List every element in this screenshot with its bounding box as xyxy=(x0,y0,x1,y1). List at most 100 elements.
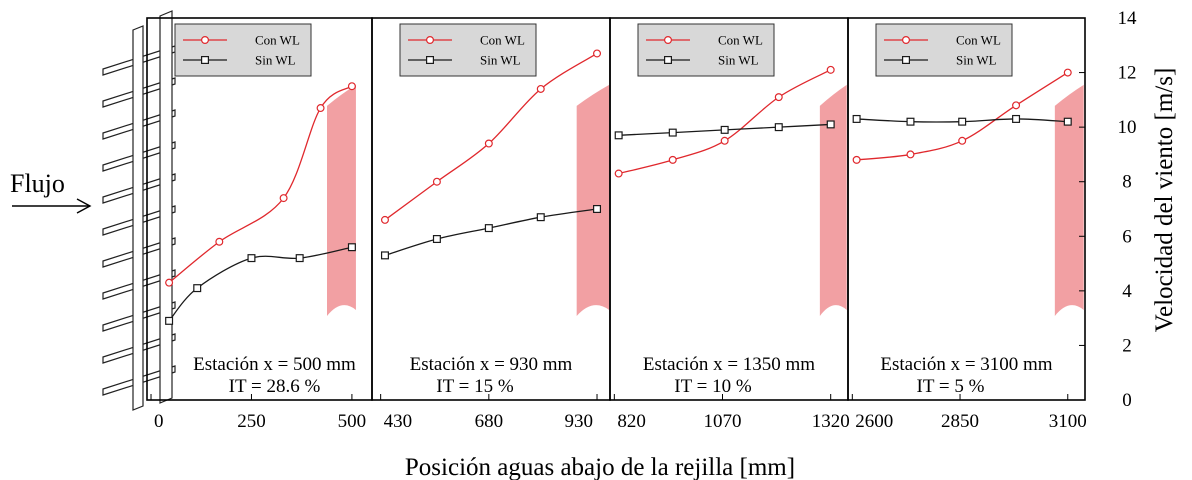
data-point xyxy=(247,254,256,263)
turbulence-intensity-label: IT = 28.6 % xyxy=(229,376,321,397)
flow-region-band xyxy=(576,84,610,316)
turbulence-intensity-label: IT = 10 % xyxy=(674,376,752,397)
x-axis-label: Posición aguas abajo de la rejilla [mm] xyxy=(405,454,795,480)
y-axis-label: Velocidad del viento [m/s] xyxy=(1151,68,1178,333)
data-point xyxy=(347,82,356,91)
data-point xyxy=(1012,114,1021,123)
legend-box xyxy=(399,23,537,77)
data-point xyxy=(852,114,861,123)
series-line-con-wl xyxy=(856,72,1069,161)
data-point xyxy=(279,194,288,203)
data-point xyxy=(165,316,174,325)
x-tick-label: 2600 xyxy=(855,411,893,432)
data-point xyxy=(165,278,174,287)
station-label: Estación x = 500 mm xyxy=(193,354,356,375)
data-point xyxy=(593,205,602,214)
x-tick-label: 930 xyxy=(565,411,594,432)
legend-marker xyxy=(663,55,672,64)
data-point xyxy=(380,251,389,260)
legend-label: Sin WL xyxy=(480,53,521,68)
legend-marker xyxy=(426,35,435,44)
data-point xyxy=(906,150,915,159)
data-point xyxy=(668,128,677,137)
data-point xyxy=(614,131,623,140)
flow-label: Flujo xyxy=(10,169,65,198)
legend-marker xyxy=(426,55,435,64)
x-tick-label: 3100 xyxy=(1049,411,1087,432)
y-tick-label: 12 xyxy=(1118,63,1137,84)
data-point xyxy=(484,139,493,148)
data-point xyxy=(215,237,224,246)
x-tick-label: 2850 xyxy=(941,411,979,432)
y-tick-label: 8 xyxy=(1122,172,1132,193)
turbulence-grid-illustration xyxy=(102,10,176,411)
data-point xyxy=(536,84,545,93)
legend-label: Sin WL xyxy=(956,53,997,68)
data-point xyxy=(826,120,835,129)
legend-marker xyxy=(201,55,210,64)
legend-marker xyxy=(901,35,910,44)
legend-label: Con WL xyxy=(480,33,525,48)
data-point xyxy=(432,177,441,186)
data-point xyxy=(347,243,356,252)
legend-label: Con WL xyxy=(718,33,763,48)
legend-label: Sin WL xyxy=(718,53,759,68)
data-point xyxy=(826,65,835,74)
station-label: Estación x = 930 mm xyxy=(410,354,573,375)
x-tick-label: 820 xyxy=(617,411,646,432)
x-tick-label: 500 xyxy=(338,411,367,432)
flow-region-band xyxy=(819,84,847,316)
panel-frame xyxy=(847,17,1086,401)
data-point xyxy=(906,117,915,126)
y-tick-label: 4 xyxy=(1122,281,1132,302)
legend-box xyxy=(637,23,775,77)
series-line-sin-wl xyxy=(168,246,353,322)
data-point xyxy=(958,117,967,126)
station-label: Estación x = 1350 mm xyxy=(643,354,815,375)
legend-marker xyxy=(201,35,210,44)
data-point xyxy=(668,155,677,164)
y-tick-label: 10 xyxy=(1118,117,1137,138)
data-point xyxy=(1012,101,1021,110)
data-point xyxy=(593,49,602,58)
data-point xyxy=(193,284,202,293)
legend-label: Con WL xyxy=(956,33,1001,48)
y-axis: 0 2 4 6 8 10 12 14 xyxy=(1079,8,1137,411)
data-point xyxy=(484,224,493,233)
legend-marker xyxy=(663,35,672,44)
panel-3: Con WL Sin WL 820 1070 1320 Estación x = 1350… xyxy=(609,17,850,432)
panel-1: Con WL Sin WL 0 250 500 Estación x = 500 mmIT… xyxy=(146,17,373,432)
grid-post xyxy=(132,25,144,411)
data-point xyxy=(720,125,729,134)
data-point xyxy=(316,104,325,113)
series-line-sin-wl xyxy=(384,208,598,257)
data-point xyxy=(774,123,783,132)
data-point xyxy=(1063,117,1072,126)
x-tick-label: 0 xyxy=(154,411,164,432)
data-point xyxy=(432,235,441,244)
legend-box xyxy=(875,23,1013,77)
grid-post xyxy=(159,10,173,404)
series-line-con-wl xyxy=(618,69,831,175)
x-tick-label: 430 xyxy=(384,411,413,432)
legend-label: Con WL xyxy=(255,33,300,48)
data-point xyxy=(1063,68,1072,77)
data-point xyxy=(295,254,304,263)
turbulence-intensity-label: IT = 5 % xyxy=(917,376,985,397)
data-point xyxy=(720,136,729,145)
legend-marker xyxy=(901,55,910,64)
data-point xyxy=(536,213,545,222)
legend-box xyxy=(174,23,312,77)
y-tick-label: 2 xyxy=(1122,335,1132,356)
y-tick-label: 14 xyxy=(1118,8,1138,29)
data-point xyxy=(380,215,389,224)
data-point xyxy=(614,169,623,178)
panel-4: Con WL Sin WL 2600 2850 3100 Estación x = 310… xyxy=(847,17,1087,432)
series-line-con-wl xyxy=(384,52,598,221)
x-tick-label: 1070 xyxy=(704,411,742,432)
flow-region-band xyxy=(327,84,356,316)
y-tick-label: 6 xyxy=(1122,226,1132,247)
data-point xyxy=(774,93,783,102)
